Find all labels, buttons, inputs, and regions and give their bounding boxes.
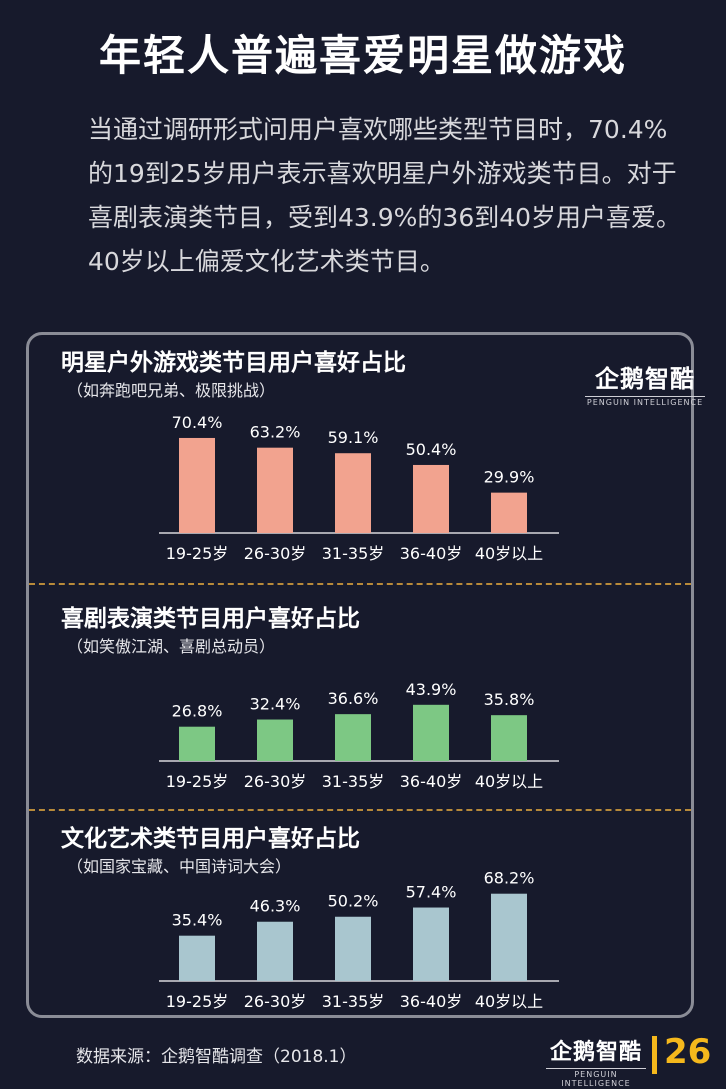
chart-title: 喜剧表演类节目用户喜好占比 <box>61 606 360 632</box>
chart-subtitle: （如奔跑吧兄弟、极限挑战） <box>67 381 276 400</box>
data-label: 68.2% <box>484 869 535 888</box>
data-label: 59.1% <box>328 428 379 447</box>
page-title: 年轻人普遍喜爱明星做游戏 <box>98 31 627 80</box>
data-label: 32.4% <box>250 695 301 714</box>
bar <box>413 704 449 761</box>
bar <box>491 492 527 533</box>
brand-logo-subtext: PENGUIN INTELLIGENCE <box>585 396 705 407</box>
category-label: 36-40岁 <box>400 772 463 791</box>
category-label: 36-40岁 <box>400 992 463 1011</box>
section-divider <box>29 583 691 585</box>
data-label: 35.8% <box>484 690 535 709</box>
footer-logo-subtext: PENGUIN INTELLIGENCE <box>546 1068 646 1088</box>
data-label: 50.4% <box>406 440 457 459</box>
data-label: 26.8% <box>172 702 223 721</box>
data-label: 29.9% <box>484 468 535 487</box>
chart-title: 文化艺术类节目用户喜好占比 <box>61 826 360 852</box>
bar <box>257 447 293 533</box>
data-label: 63.2% <box>250 423 301 442</box>
bar <box>179 726 215 761</box>
category-label: 19-25岁 <box>166 544 229 563</box>
category-label: 36-40岁 <box>400 544 463 563</box>
bar <box>257 921 293 981</box>
data-label: 46.3% <box>250 897 301 916</box>
category-label: 40岁以上 <box>475 992 543 1011</box>
chart-section-outdoor: 明星户外游戏类节目用户喜好占比 （如奔跑吧兄弟、极限挑战） 70.4% 19-25… <box>29 343 691 573</box>
bar <box>335 916 371 981</box>
footer-accent-bar <box>652 1036 657 1074</box>
category-label: 31-35岁 <box>322 544 385 563</box>
data-source: 数据来源：企鹅智酷调查（2018.1） <box>76 1047 357 1067</box>
footer-logo: 企鹅智酷 PENGUIN INTELLIGENCE <box>546 1034 646 1088</box>
category-label: 40岁以上 <box>475 544 543 563</box>
chart-subtitle: （如国家宝藏、中国诗词大会） <box>67 857 292 876</box>
bar <box>179 437 215 533</box>
bar <box>413 464 449 533</box>
bar <box>335 714 371 761</box>
bar-chart-culture: 35.4% 19-25岁 46.3% 26-30岁 50.2% 31-35岁 57.4% 36… <box>159 869 559 1011</box>
data-label: 43.9% <box>406 680 457 699</box>
bar-chart-outdoor: 70.4% 19-25岁 63.2% 26-30岁 59.1% 31-35岁 50.4% 36… <box>159 413 559 563</box>
category-label: 40岁以上 <box>475 772 543 791</box>
data-label: 57.4% <box>406 883 457 902</box>
bar <box>335 453 371 533</box>
category-label: 31-35岁 <box>322 992 385 1011</box>
category-label: 19-25岁 <box>166 772 229 791</box>
category-label: 26-30岁 <box>244 992 307 1011</box>
chart-section-comedy: 喜剧表演类节目用户喜好占比 （如笑傲江湖、喜剧总动员） 26.8% 19-25岁 3… <box>29 599 691 829</box>
bar <box>179 935 215 981</box>
category-label: 19-25岁 <box>166 992 229 1011</box>
brand-logo-text: 企鹅智酷 <box>595 365 695 393</box>
chart-section-culture: 文化艺术类节目用户喜好占比 （如国家宝藏、中国诗词大会） 35.4% 19-25岁… <box>29 819 691 1049</box>
chart-title: 明星户外游戏类节目用户喜好占比 <box>61 350 406 376</box>
data-label: 50.2% <box>328 892 379 911</box>
page-number: 26 <box>664 1032 712 1072</box>
footer-logo-text: 企鹅智酷 <box>549 1040 642 1065</box>
category-label: 26-30岁 <box>244 772 307 791</box>
bar-chart-comedy: 26.8% 19-25岁 32.4% 26-30岁 36.6% 31-35岁 43.9% 36… <box>159 680 559 791</box>
category-label: 31-35岁 <box>322 772 385 791</box>
data-label: 36.6% <box>328 689 379 708</box>
bar <box>413 907 449 981</box>
intro-paragraph: 当通过调研形式问用户喜欢哪些类型节目时，70.4%的19到25岁用户表示喜欢明星… <box>88 115 682 276</box>
category-label: 26-30岁 <box>244 544 307 563</box>
charts-panel: 企鹅智酷 PENGUIN INTELLIGENCE 明星户外游戏类节目用户喜好占… <box>26 332 705 1018</box>
brand-logo: 企鹅智酷 PENGUIN INTELLIGENCE <box>585 359 705 407</box>
data-label: 70.4% <box>172 413 223 432</box>
section-divider <box>29 809 691 811</box>
bar <box>491 893 527 981</box>
bar <box>491 715 527 761</box>
bar <box>257 719 293 761</box>
chart-subtitle: （如笑傲江湖、喜剧总动员） <box>67 637 276 656</box>
data-label: 35.4% <box>172 911 223 930</box>
